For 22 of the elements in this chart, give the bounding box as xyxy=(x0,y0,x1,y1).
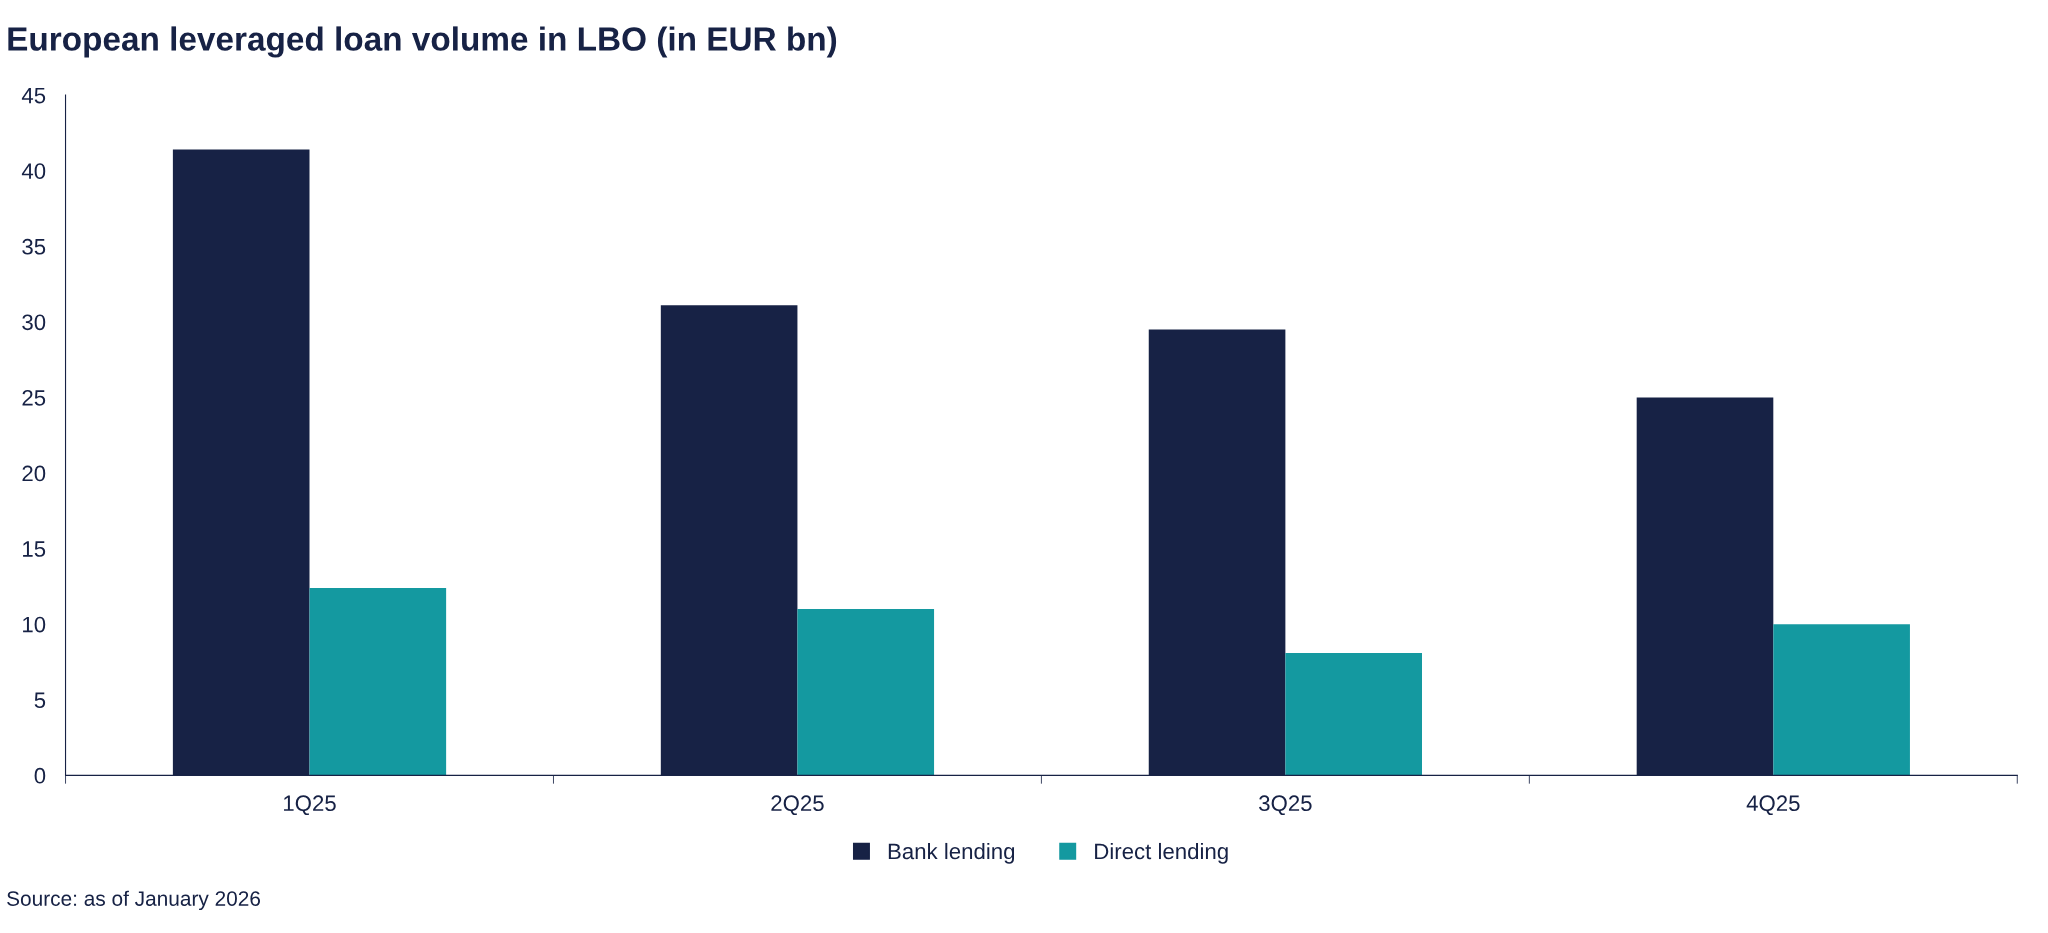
y-tick-label: 30 xyxy=(22,314,46,331)
y-tick-label: 0 xyxy=(34,767,46,784)
x-tick-label: 1Q25 xyxy=(284,795,336,816)
y-tick-label: 10 xyxy=(23,616,46,633)
source-note: Source: as of January 2026 xyxy=(7,890,261,911)
legend-label: Bank lending xyxy=(888,842,1015,864)
y-tick-label: 40 xyxy=(21,163,46,180)
y-tick-label: 15 xyxy=(23,541,46,557)
x-tick-label: 2Q25 xyxy=(771,795,824,816)
y-tick-label: 5 xyxy=(34,692,46,709)
x-tick-label: 3Q25 xyxy=(1259,795,1312,816)
bar xyxy=(797,609,935,776)
x-tick-label: 4Q25 xyxy=(1746,795,1800,816)
legend-label: Direct lending xyxy=(1095,842,1228,864)
y-tick-label: 25 xyxy=(22,389,46,406)
y-tick-label: 35 xyxy=(22,238,46,255)
chart-title: European leveraged loan volume in LBO (in EUR bn) xyxy=(8,26,837,58)
bar xyxy=(1773,624,1910,776)
y-tick-label: 45 xyxy=(21,87,46,104)
y-tick-label: 20 xyxy=(22,465,46,482)
bar xyxy=(309,587,447,776)
bar xyxy=(1285,652,1422,776)
